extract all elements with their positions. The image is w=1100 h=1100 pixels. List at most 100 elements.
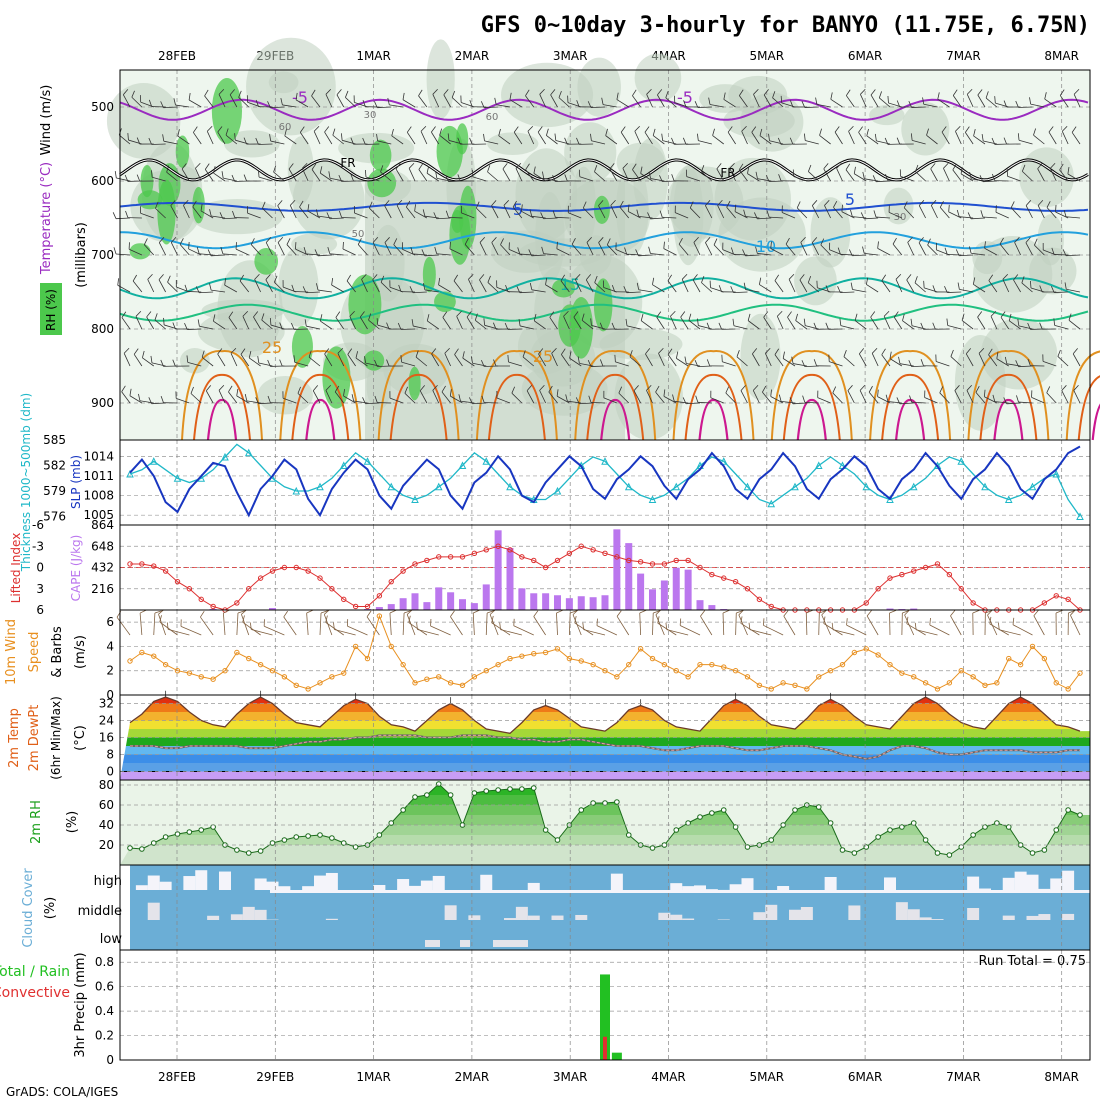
wind-barb [1048,131,1057,145]
wind-barb [864,217,879,220]
rh-shading-cell [699,84,752,113]
wind-barb [224,284,238,293]
wind-barb [377,140,392,145]
cloud-row-label: low [100,932,123,947]
wind-barb-flag [870,89,876,96]
wind-speed-marker [911,674,917,680]
lifted-index-line [130,545,1081,611]
wind-speed-marker [590,661,596,668]
wind-barb-flag [493,359,497,367]
wind-barb [558,97,570,108]
wind-barb [116,253,131,256]
wind-barb-flag [987,609,993,616]
wind-barb-flag [807,276,812,283]
rh2m-marker [245,850,252,856]
wind-barb-flag [571,237,576,245]
wind-barb-flag [384,237,390,243]
wind-barb-flag [505,284,509,292]
wind-barb-flag [655,385,660,393]
wind-barb [206,131,214,145]
wind-barb-flag [801,360,806,367]
temp-band [120,703,1090,712]
wind-barb-flag [892,237,897,245]
rh2m-marker [234,847,240,853]
wind-barb [792,402,807,405]
wind-barb-flag [314,249,319,256]
wind-barb-flag [453,274,459,282]
wind-barb [999,243,1010,256]
lifted-index-marker [305,568,311,574]
wind-barb [513,625,534,636]
wind-barb-flag [777,137,782,145]
wind-speed-marker [554,646,561,652]
wind-barb [817,397,831,404]
wind-barb-flag [774,274,780,281]
temp-contour-30 [487,373,546,441]
wind-barb [406,132,416,145]
wind-barb [741,131,748,145]
wind-barb [734,211,748,219]
wind-barb-flag [789,397,794,404]
wind-barb [973,283,986,293]
date-tick-label: 7MAR [946,49,981,63]
rh2m-marker [507,786,513,792]
wind-barb-flag [184,284,188,292]
wind-barb [320,172,333,182]
wind-barb [531,254,546,257]
wind-barb [461,212,475,219]
wind-barb-flag [273,165,277,173]
date-tick-label: 8MAR [1044,1070,1079,1084]
wind-barb [464,244,475,256]
wind-barb-flag [237,610,245,614]
wind-barb-flag [1059,163,1064,171]
wind-barb-flag [431,348,437,355]
wind-barb [854,173,867,182]
wind-barb [832,392,843,404]
wind-barb-flag [1017,133,1020,141]
wind-barb-flag [594,165,598,172]
wind-barb-flag [819,128,822,136]
wind-barb [500,244,511,256]
wind-barb-flag [556,609,564,614]
cape-bar [435,587,443,610]
wind-barb [670,316,677,330]
wind-barb [899,402,914,405]
lifted-index-marker [293,564,299,571]
wind-barb-flag [678,237,683,245]
wind-barb [870,94,879,108]
wind-barb-flag [280,98,283,106]
wind-barb-flag [218,384,225,391]
wind-barb-flag [223,609,230,614]
wind-barb [170,205,178,219]
wind-barb-flag [1015,100,1019,108]
cloud-middle-gap [325,918,338,920]
wind-barb-flag [688,313,692,321]
rh2m-marker [732,824,739,830]
cloud-high-gap [670,883,683,890]
wind-barb-flag [893,311,899,318]
wind-barb [238,97,250,108]
wind-barb-flag [295,92,298,100]
wind-barb [496,104,511,108]
wind-barb [935,361,950,367]
wind-barb-flag [243,137,247,145]
wind-barb-flag [554,133,557,141]
wind-speed-marker [542,649,549,656]
wind-barb [799,279,808,293]
wind-barb-flag [736,610,743,614]
wind-speed-marker [471,674,478,680]
wind-barb-flag [759,277,762,285]
wind-speed-marker [602,668,608,674]
wind-barb-flag [277,237,284,243]
wind-barb [282,104,297,108]
wind-barb-flag [533,313,537,321]
thickness-marker [957,457,966,465]
wind-barb-flag [659,210,663,218]
cloud-middle-gap [1038,914,1051,920]
date-tick-label: 3MAR [553,49,588,63]
wind-barb [939,392,950,404]
wind-barb-flag [599,322,604,330]
wind-barb-flag [487,610,494,614]
cloud-middle-gap [527,915,540,920]
wind-barb-flag [1046,386,1051,393]
